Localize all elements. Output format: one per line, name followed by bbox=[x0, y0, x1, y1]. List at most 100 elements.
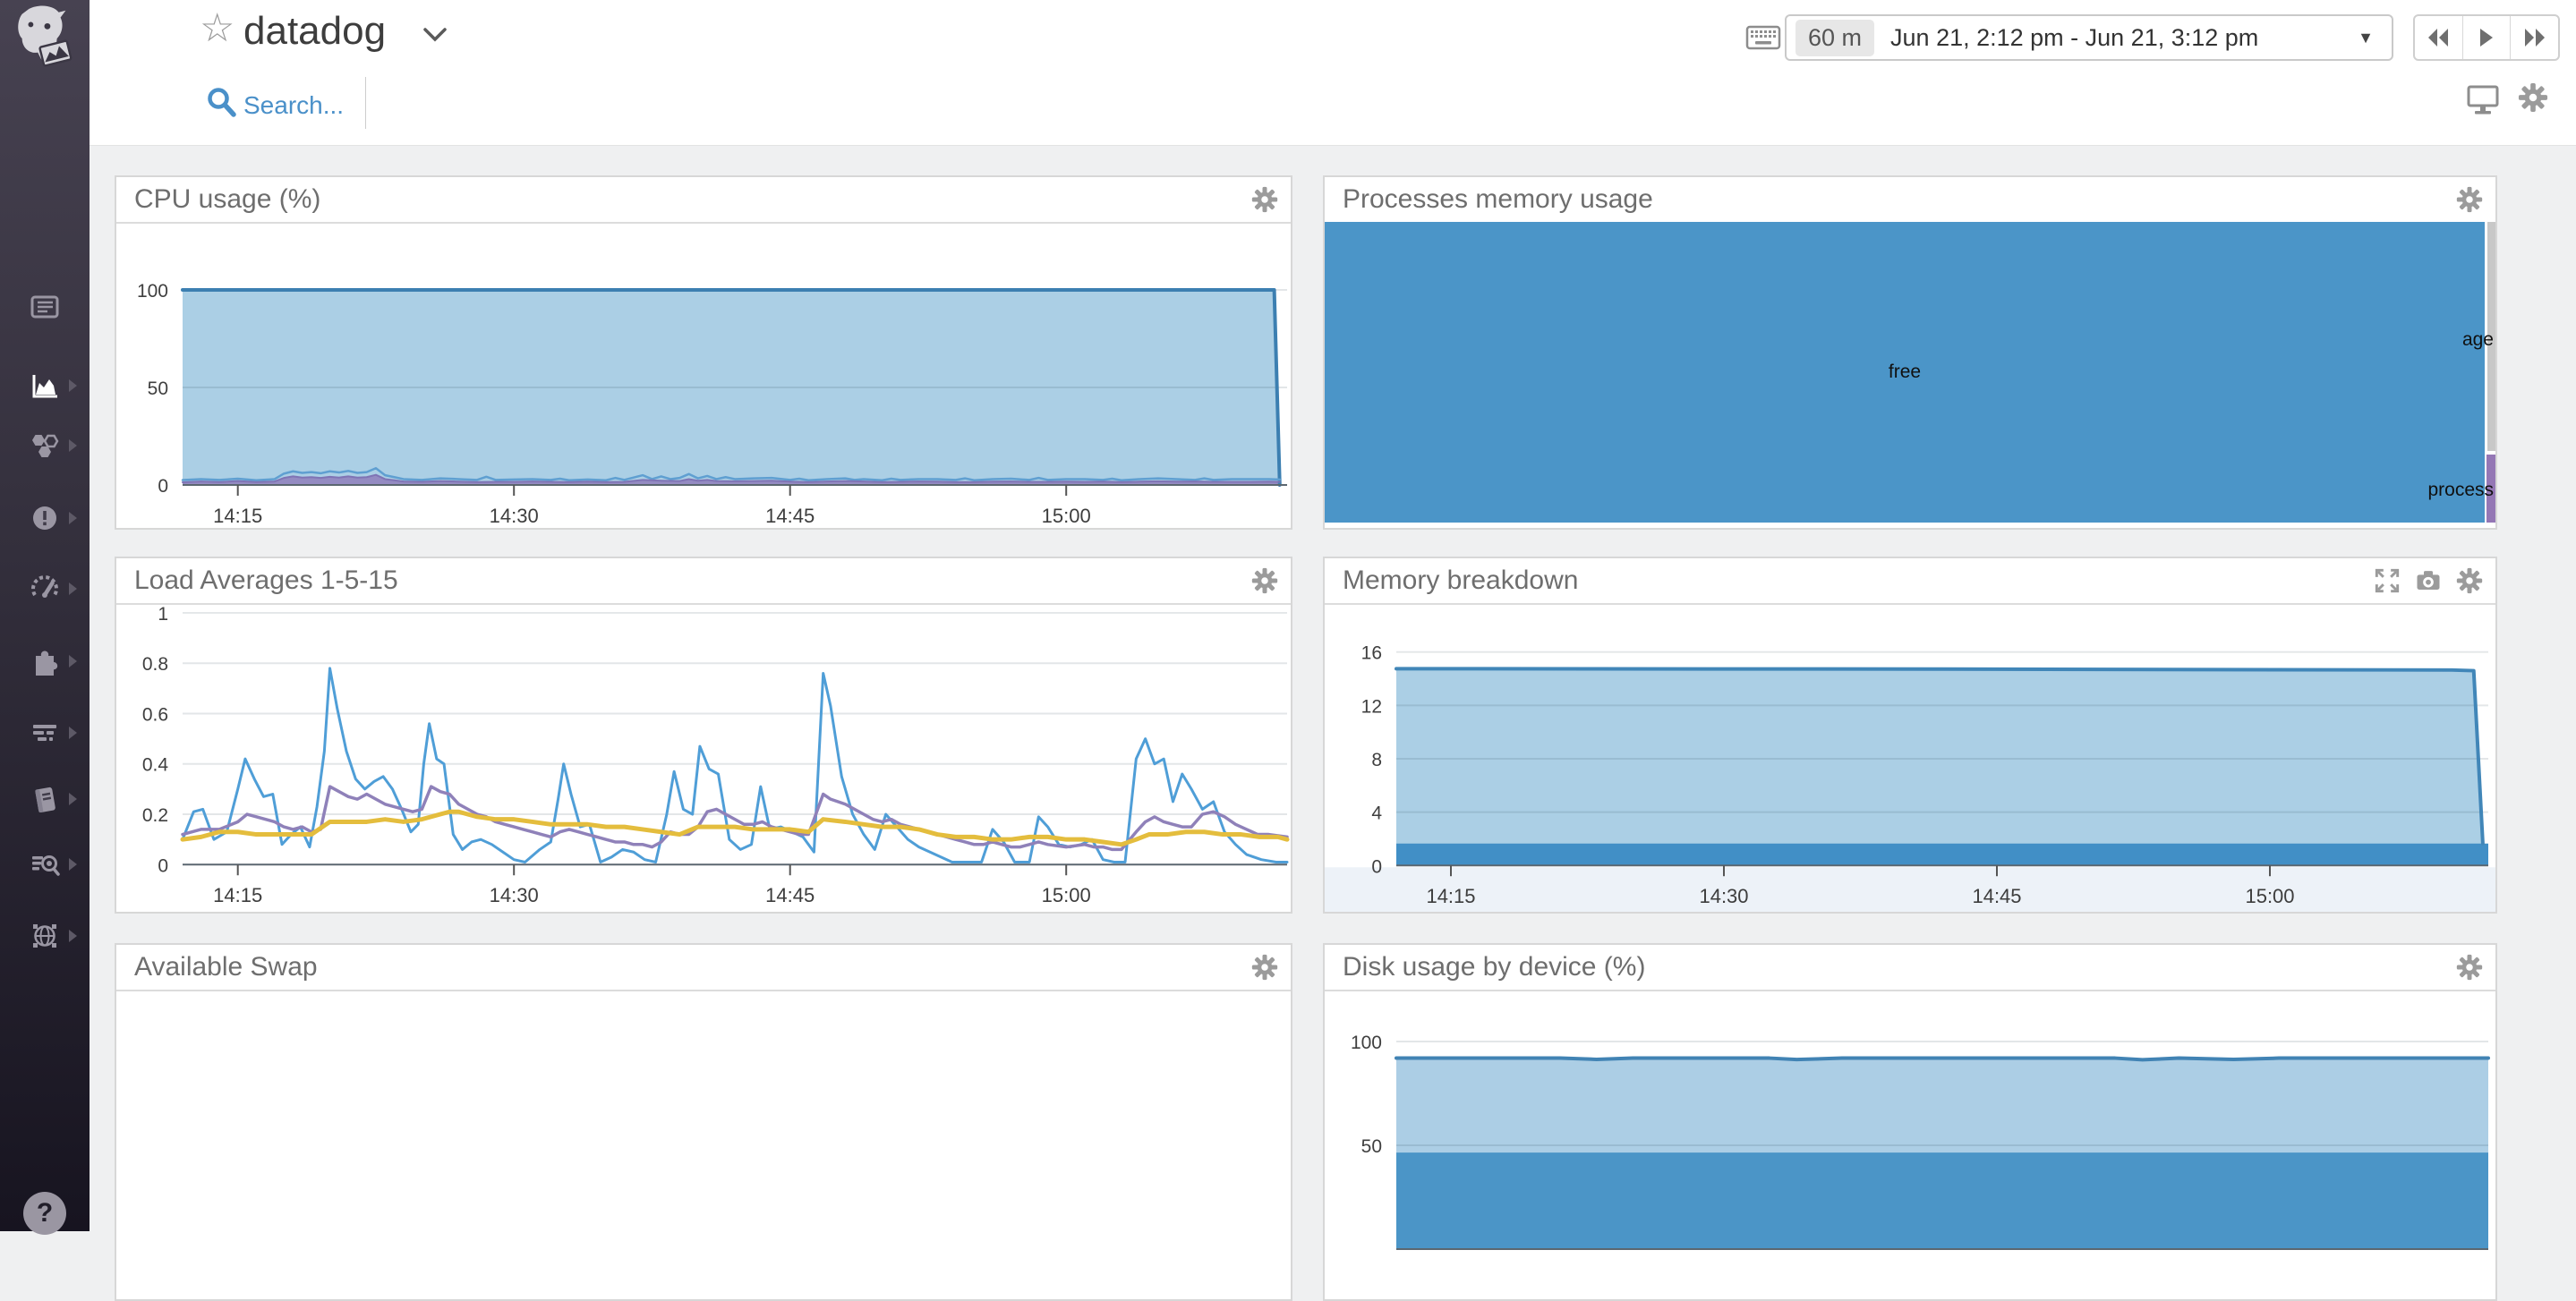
time-duration-badge: 60 m bbox=[1796, 19, 1875, 56]
svg-text:12: 12 bbox=[1361, 696, 1382, 717]
time-play-button[interactable] bbox=[2461, 16, 2511, 59]
svg-text:14:45: 14:45 bbox=[765, 505, 815, 527]
network-globe-icon bbox=[33, 924, 56, 948]
sidebar-item-integrations[interactable] bbox=[0, 633, 90, 690]
tv-mode-icon[interactable] bbox=[2466, 84, 2500, 116]
chevron-down-icon[interactable] bbox=[422, 27, 448, 43]
svg-text:8: 8 bbox=[1371, 750, 1382, 770]
datadog-dog-icon bbox=[18, 5, 73, 67]
svg-text:100: 100 bbox=[1351, 1033, 1382, 1053]
fast-forward-icon bbox=[2524, 29, 2545, 47]
gear-icon[interactable] bbox=[2456, 954, 2483, 981]
settings-gear-icon[interactable] bbox=[2518, 82, 2548, 113]
chevron-right-icon bbox=[69, 930, 77, 942]
disk-usage-chart[interactable]: 100 50 bbox=[1325, 990, 2495, 1299]
gear-icon[interactable] bbox=[1251, 186, 1278, 213]
svg-text:4: 4 bbox=[1371, 804, 1382, 824]
sidebar-item-notebooks[interactable] bbox=[0, 770, 90, 828]
widget-title: CPU usage (%) bbox=[134, 184, 321, 214]
widget-title-bar: Memory breakdown bbox=[1325, 558, 2495, 605]
time-back-button[interactable] bbox=[2415, 16, 2462, 59]
screenboard-icon bbox=[30, 295, 59, 319]
widget-title-bar: Available Swap bbox=[116, 945, 1291, 991]
widget-processes-memory: Processes memory usage free age process bbox=[1323, 175, 2497, 530]
search-input[interactable]: Search... bbox=[243, 91, 345, 119]
gear-icon[interactable] bbox=[2456, 567, 2483, 594]
camera-snapshot-icon[interactable] bbox=[2415, 567, 2442, 594]
svg-text:15:00: 15:00 bbox=[1042, 884, 1091, 906]
load-averages-chart[interactable]: 1 0.8 0.6 0.4 0.2 0 14:15 14:30 14:45 15:00 bbox=[116, 603, 1291, 912]
hostmap-hexagons-icon bbox=[32, 434, 59, 457]
sidebar-item-screenboards[interactable] bbox=[0, 278, 90, 336]
chevron-right-icon bbox=[69, 727, 77, 739]
widget-title-bar: Processes memory usage bbox=[1325, 177, 2495, 224]
treemap-tile-age[interactable] bbox=[2487, 222, 2495, 451]
treemap-label: process bbox=[2427, 480, 2494, 500]
svg-text:0: 0 bbox=[158, 855, 168, 876]
svg-text:0: 0 bbox=[158, 476, 168, 497]
svg-text:50: 50 bbox=[1361, 1136, 1382, 1157]
help-button[interactable]: ? bbox=[23, 1192, 66, 1235]
sidebar-item-events[interactable] bbox=[0, 489, 90, 547]
chevron-right-icon bbox=[69, 379, 77, 392]
sidebar-item-network[interactable] bbox=[0, 907, 90, 965]
chevron-right-icon bbox=[69, 655, 77, 668]
widget-title: Memory breakdown bbox=[1343, 565, 1579, 595]
svg-text:0: 0 bbox=[1371, 856, 1382, 877]
gear-icon[interactable] bbox=[1251, 954, 1278, 981]
favorite-star-icon[interactable]: ☆ bbox=[200, 6, 235, 50]
log-search-icon bbox=[32, 855, 60, 876]
svg-text:14:15: 14:15 bbox=[213, 884, 262, 906]
sidebar-item-apm[interactable] bbox=[0, 704, 90, 761]
sidebar-item-infrastructure[interactable] bbox=[0, 417, 90, 474]
widget-title: Available Swap bbox=[134, 952, 318, 982]
widget-title-bar: Load Averages 1-5-15 bbox=[116, 558, 1291, 605]
svg-text:14:15: 14:15 bbox=[1426, 885, 1475, 907]
svg-text:0.8: 0.8 bbox=[142, 654, 168, 675]
treemap-label: free bbox=[1888, 361, 1922, 382]
svg-text:100: 100 bbox=[137, 281, 168, 302]
widget-disk-usage: Disk usage by device (%) 100 50 bbox=[1323, 943, 2497, 1301]
widget-title-bar: CPU usage (%) bbox=[116, 177, 1291, 224]
exclamation-circle-icon bbox=[33, 506, 56, 530]
gear-icon[interactable] bbox=[1251, 567, 1278, 594]
widget-title: Load Averages 1-5-15 bbox=[134, 565, 398, 595]
keyboard-shortcut-icon[interactable] bbox=[1745, 21, 1781, 54]
rewind-icon bbox=[2428, 29, 2449, 47]
dashboard-title[interactable]: datadog bbox=[243, 9, 387, 53]
svg-text:14:15: 14:15 bbox=[213, 505, 262, 527]
cpu-usage-chart[interactable]: 100 50 0 14:15 14:30 14:45 15:00 bbox=[116, 222, 1291, 528]
widget-title-bar: Disk usage by device (%) bbox=[1325, 945, 2495, 991]
sidebar: ? bbox=[0, 0, 90, 1235]
metrics-graph-icon bbox=[32, 375, 57, 398]
widget-title: Disk usage by device (%) bbox=[1343, 952, 1646, 982]
svg-text:14:45: 14:45 bbox=[1972, 885, 2021, 907]
svg-text:14:30: 14:30 bbox=[490, 505, 539, 527]
memory-breakdown-chart[interactable]: 16 12 8 4 0 14:15 14:30 14:45 15:00 bbox=[1325, 603, 2495, 912]
widget-load-averages: Load Averages 1-5-15 1 0.8 0.6 0.4 0.2 0 14:15… bbox=[115, 557, 1292, 914]
treemap-tile-free[interactable]: free bbox=[1325, 222, 2485, 523]
sidebar-item-metrics[interactable] bbox=[0, 357, 90, 414]
chevron-right-icon bbox=[69, 512, 77, 524]
widget-available-swap: Available Swap bbox=[115, 943, 1292, 1301]
time-forward-button[interactable] bbox=[2510, 16, 2558, 59]
processes-memory-treemap[interactable]: free age process bbox=[1325, 222, 2495, 528]
treemap-tile-process[interactable] bbox=[2486, 455, 2495, 523]
svg-text:14:30: 14:30 bbox=[1699, 885, 1748, 907]
gear-icon[interactable] bbox=[2456, 186, 2483, 213]
svg-text:0.4: 0.4 bbox=[142, 755, 169, 776]
widget-memory-breakdown: Memory breakdown 16 12 8 4 0 14:15 14:30 14:45 1… bbox=[1323, 557, 2497, 914]
sidebar-item-monitors[interactable] bbox=[0, 560, 90, 617]
sidebar-item-logs[interactable] bbox=[0, 836, 90, 893]
svg-text:16: 16 bbox=[1361, 643, 1382, 664]
help-label: ? bbox=[36, 1198, 54, 1228]
time-range-selector[interactable]: 60 m Jun 21, 2:12 pm - Jun 21, 3:12 pm ▼ bbox=[1785, 14, 2393, 61]
time-navigation-buttons bbox=[2413, 14, 2560, 61]
expand-icon[interactable] bbox=[2374, 567, 2401, 594]
svg-text:14:45: 14:45 bbox=[765, 884, 815, 906]
available-swap-chart[interactable] bbox=[116, 990, 1291, 1299]
search-icon[interactable] bbox=[206, 86, 238, 120]
play-icon bbox=[2480, 29, 2493, 47]
svg-text:0.2: 0.2 bbox=[142, 805, 168, 826]
datadog-logo[interactable] bbox=[9, 4, 81, 73]
